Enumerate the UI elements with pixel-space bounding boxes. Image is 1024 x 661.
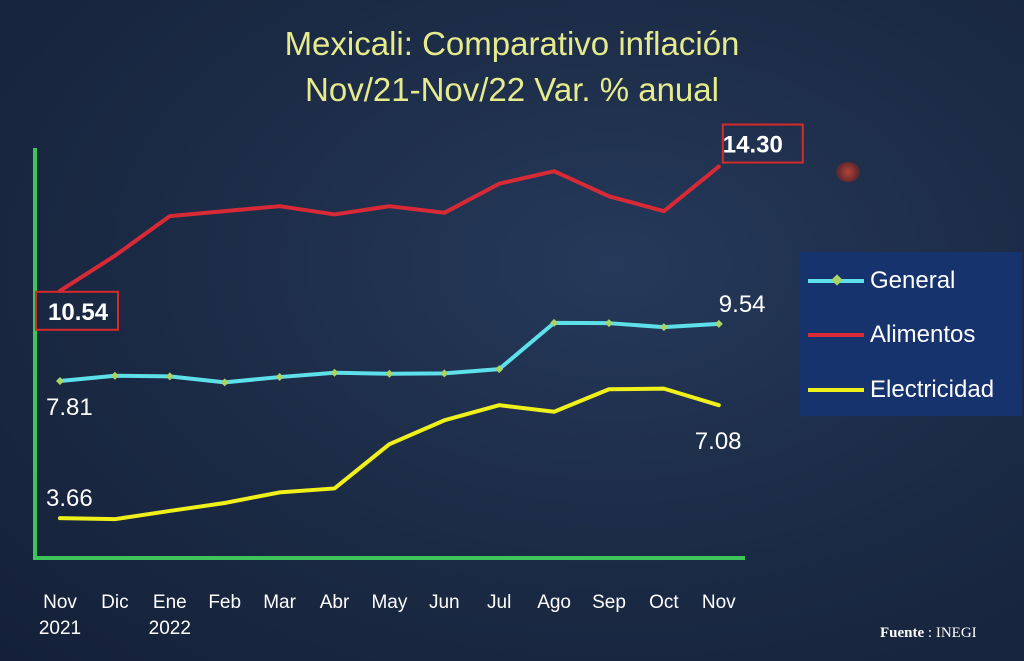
legend-marker-general — [831, 274, 843, 286]
source-note: Fuente : INEGI — [880, 625, 977, 642]
legend-label-alimentos: Alimentos — [870, 321, 976, 348]
data-point-general — [110, 371, 119, 380]
x-tick-label: Mar — [263, 592, 296, 613]
data-label-electricidad: 7.08 — [695, 428, 742, 455]
x-tick-label: Oct — [649, 592, 679, 613]
data-point-general — [330, 368, 339, 377]
x-tick-label-year: 2022 — [149, 618, 191, 639]
data-point-general — [495, 365, 504, 374]
data-label-box — [35, 290, 119, 331]
data-label-alimentos: 14.30 — [723, 132, 783, 159]
data-point-general — [659, 323, 668, 332]
legend-item-general: General — [800, 266, 1022, 296]
data-label-general: 9.54 — [719, 291, 766, 318]
legend-label-general: General — [870, 267, 956, 294]
data-point-general — [440, 369, 449, 378]
x-tick-label-year: 2021 — [39, 618, 81, 639]
decorative-glow-dot — [836, 162, 860, 182]
source-label: Fuente — [880, 625, 925, 641]
x-tick-label: Dic — [101, 592, 128, 613]
series-line-electricidad — [58, 386, 721, 522]
series-general — [56, 318, 723, 387]
x-tick-label: May — [371, 592, 407, 613]
x-tick-label: Sep — [592, 592, 626, 613]
series-line-alimentos — [58, 164, 721, 293]
data-point-general — [385, 369, 394, 378]
chart-title-line2: Nov/21-Nov/22 Var. % anual — [305, 71, 719, 108]
x-tick-label: Ago — [537, 592, 571, 613]
series-electricidad — [58, 386, 721, 522]
data-point-general — [605, 319, 613, 328]
legend-swatch-electricidad — [808, 388, 864, 392]
data-point-general — [220, 378, 229, 387]
legend-item-electricidad: Electricidad — [800, 375, 1022, 405]
chart-title-line1: Mexicali: Comparativo inflación — [284, 25, 740, 62]
data-point-general — [275, 373, 284, 382]
data-label-general: 7.81 — [46, 394, 93, 421]
data-point-general — [550, 318, 559, 327]
data-label-box — [721, 123, 804, 164]
data-label-alimentos: 10.54 — [48, 299, 109, 326]
x-tick-label: Nov — [702, 592, 736, 613]
data-label-electricidad: 3.66 — [46, 485, 93, 512]
x-tick-label: Jun — [429, 592, 460, 613]
x-tick-label: Nov — [43, 592, 77, 613]
x-tick-label: Feb — [208, 592, 241, 613]
chart-legend: General Alimentos Electricidad — [800, 252, 1022, 416]
legend-swatch-alimentos — [808, 333, 864, 337]
legend-item-alimentos: Alimentos — [800, 320, 1022, 350]
x-tick-label: Abr — [320, 592, 350, 613]
data-point-general — [165, 372, 174, 381]
x-tick-label: Ene — [153, 592, 187, 613]
legend-label-electricidad: Electricidad — [870, 376, 995, 403]
data-point-general — [56, 377, 64, 386]
x-tick-label: Jul — [487, 592, 511, 613]
series-alimentos — [58, 164, 721, 293]
source-value: : INEGI — [927, 625, 977, 641]
data-point-general — [714, 319, 723, 328]
